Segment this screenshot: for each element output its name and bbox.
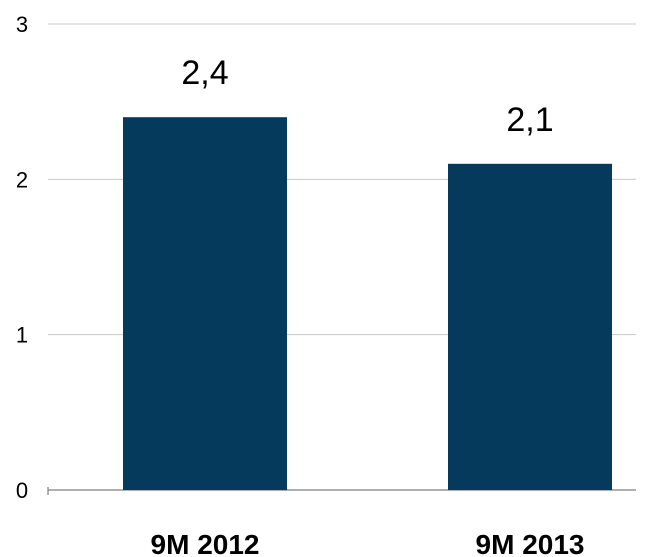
x-tick-label-2: 9M 2013 [476, 529, 585, 557]
data-label-1: 2,4 [181, 54, 228, 92]
bar-1 [123, 117, 287, 490]
y-tick-label-0: 0 [16, 478, 28, 503]
y-tick-label-2: 2 [16, 167, 28, 192]
data-label-2: 2,1 [506, 101, 553, 139]
bar-2 [448, 163, 612, 491]
y-tick-label-3: 3 [16, 12, 28, 37]
x-tick-label-1: 9M 2012 [151, 529, 260, 557]
bars [123, 117, 612, 491]
labels: 0 1 2 3 2,4 9M 2012 2,1 9M 2013 [16, 12, 585, 557]
y-tick-label-1: 1 [16, 323, 28, 348]
